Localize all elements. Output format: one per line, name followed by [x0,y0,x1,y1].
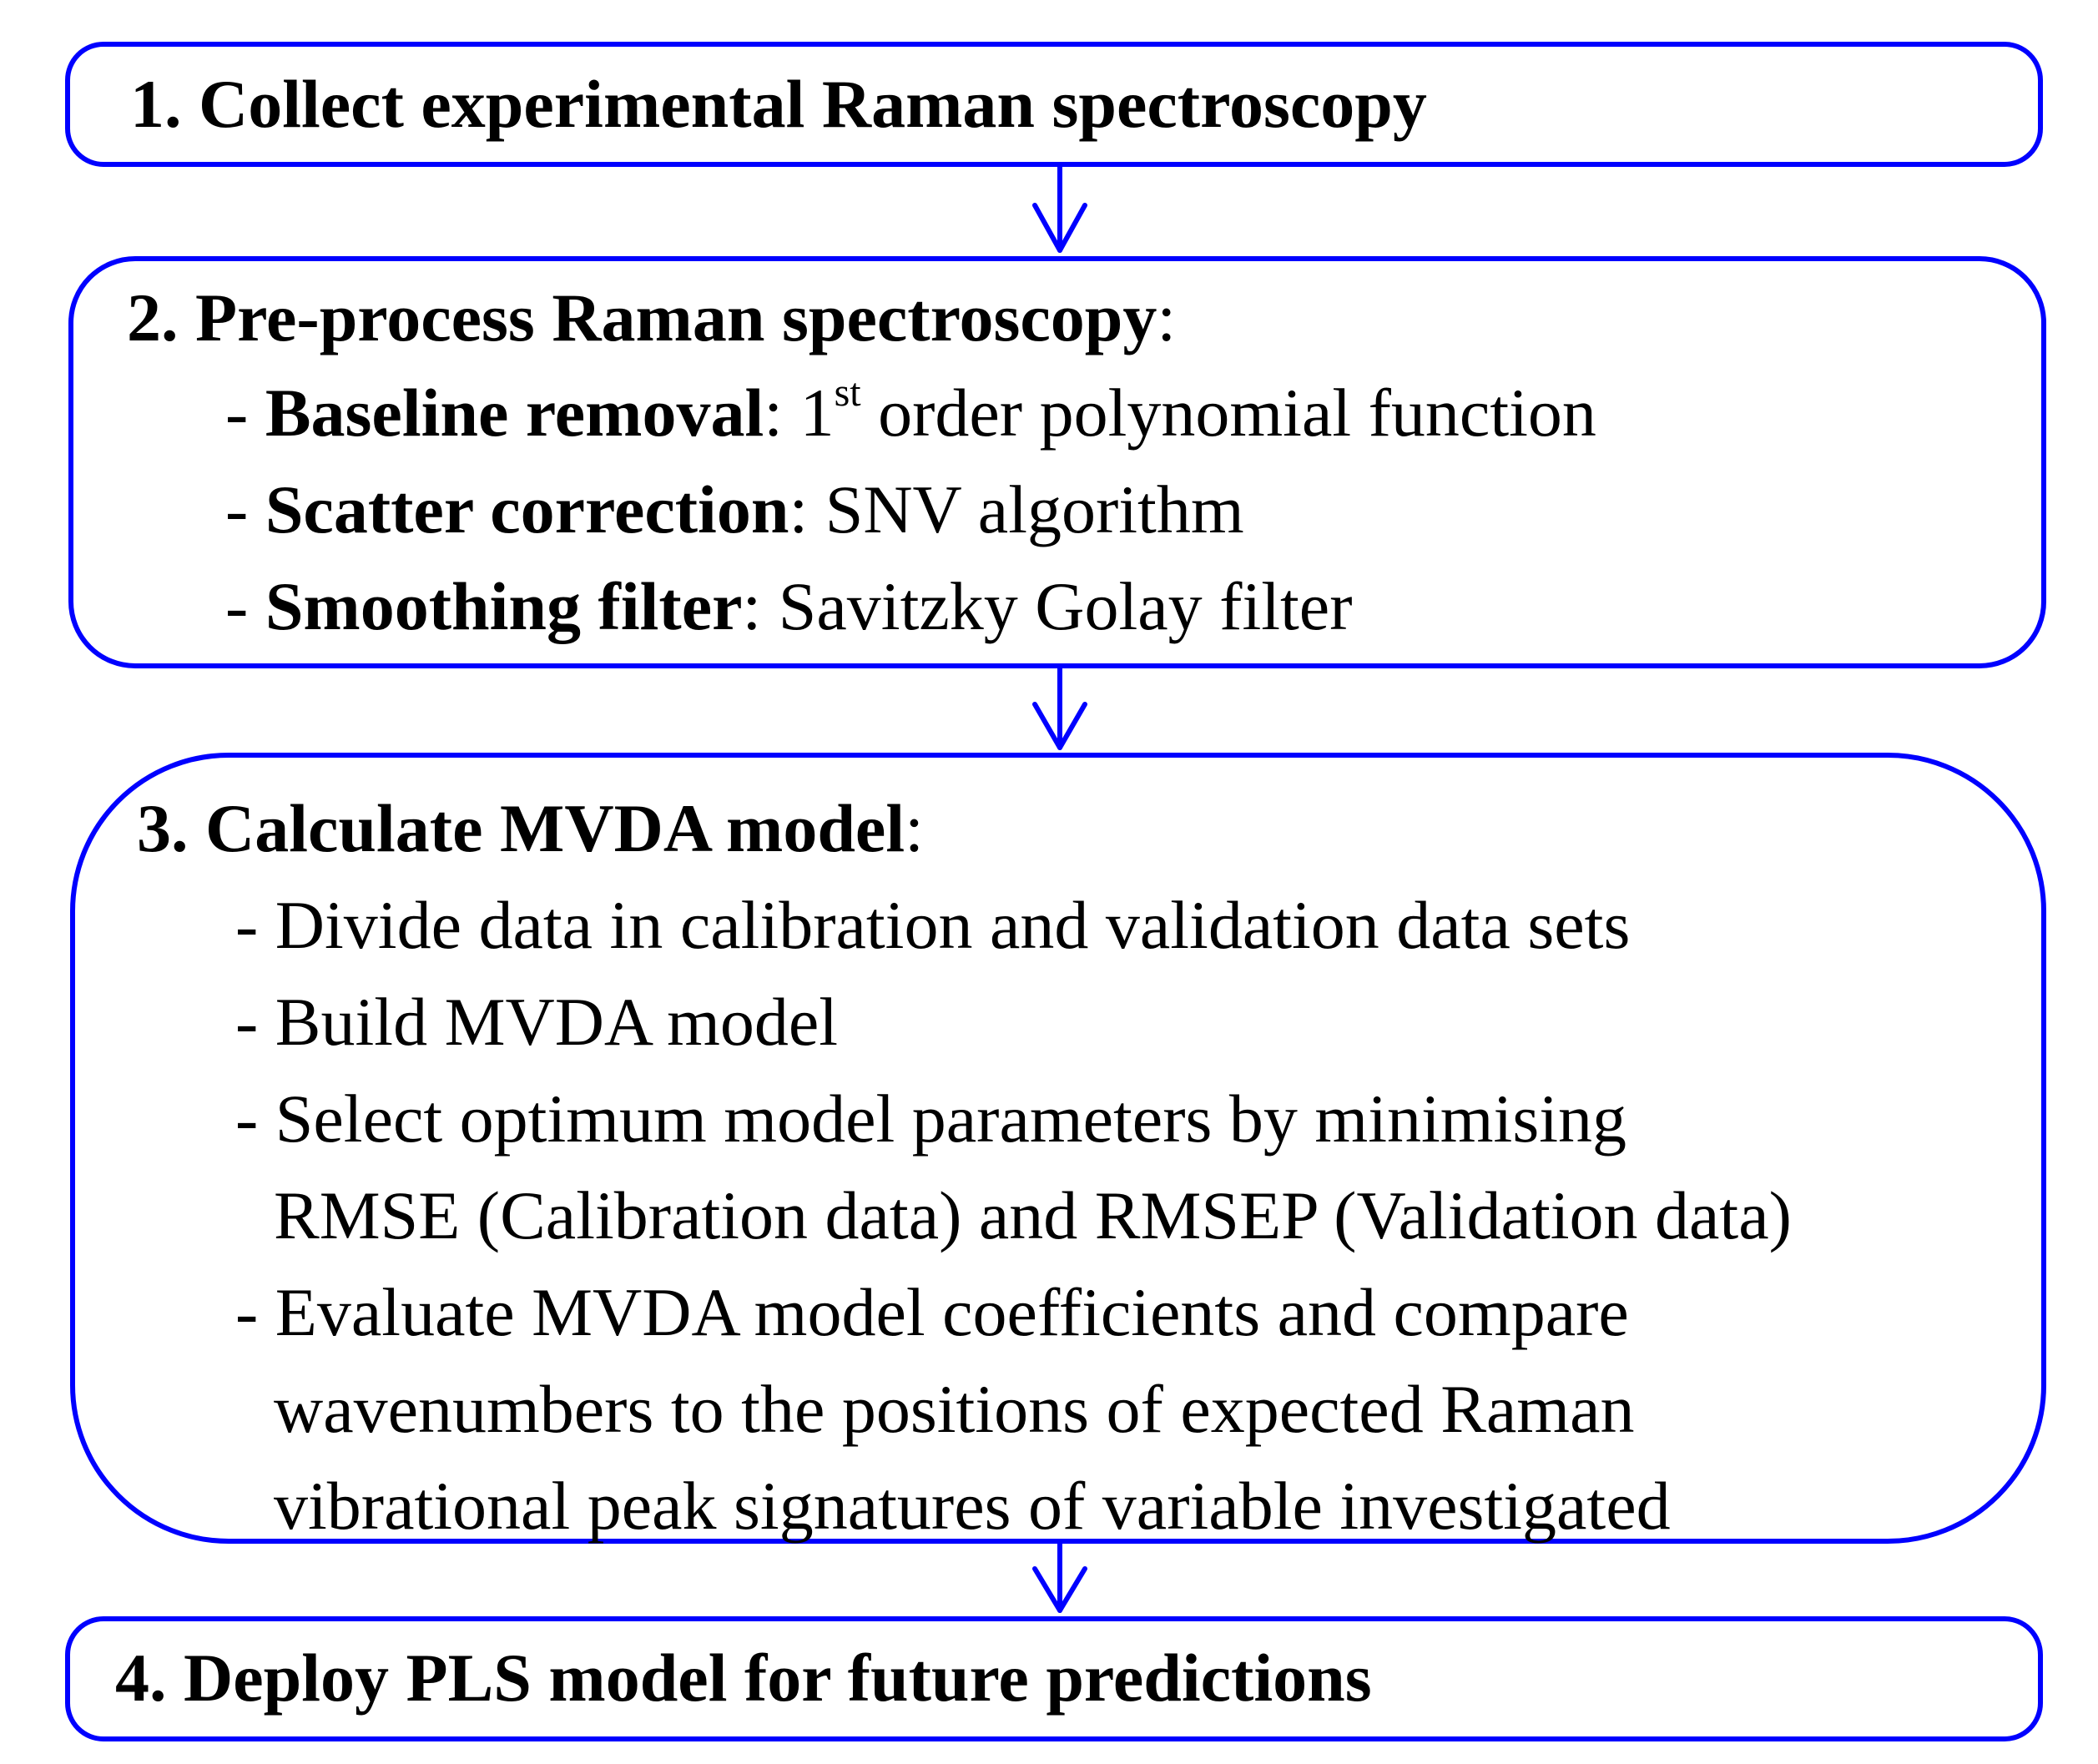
step-3-line-build: - Build MVDA model [235,984,839,1060]
arrow-1-to-2 [1032,164,1087,253]
item-value: Savitzky Golay filter [778,568,1353,644]
item-dash: - [225,471,265,547]
step-3-title-text: 3. Calculate MVDA model [137,790,905,866]
step-3-title: 3. Calculate MVDA model: [137,794,924,863]
step-4-box [65,1616,2043,1741]
step-3-title-colon: : [905,790,924,866]
item-dash: - [225,568,265,644]
arrow-3-to-4 [1032,1541,1087,1613]
item-separator: : [742,568,779,644]
item-dash: - [225,375,265,451]
step-2-item-smoothing: - Smoothing filter: Savitzky Golay filte… [225,572,1353,641]
step-3-line-select-cont: RMSE (Calibration data) and RMSEP (Valid… [274,1177,1792,1253]
step-1-box [65,42,2043,167]
step-2-title: 2. Pre-process Raman spectroscopy: [127,284,1176,352]
step-3-line-divide: - Divide data in calibration and validat… [235,887,1631,963]
item-separator: : [764,375,800,451]
step-3-line-evaluate-cont-2: vibrational peak signatures of variable … [274,1468,1671,1544]
step-2-item-baseline: - Baseline removal: 1st order polynomial… [225,373,1596,447]
step-2-title-text: 2. Pre-process Raman spectroscopy [127,280,1157,355]
step-2-item-scatter: - Scatter correction: SNV algorithm [225,476,1244,544]
item-value: SNV algorithm [825,471,1244,547]
item-value-number: 1 [799,375,835,451]
item-label: Scatter correction [265,471,789,547]
step-3-line-evaluate: - Evaluate MVDA model coefficients and c… [235,1274,1629,1350]
step-1-title: 1. Collect experimental Raman spectrosco… [130,66,1427,142]
item-label: Smoothing filter [265,568,743,644]
arrow-2-to-3 [1032,666,1087,750]
step-3-line-evaluate-cont-1: wavenumbers to the positions of expected… [274,1371,1635,1447]
item-separator: : [789,471,825,547]
item-value-superscript: st [834,370,861,415]
item-value-text: order polynomial function [860,375,1596,451]
step-3-box [70,753,2046,1544]
step-2-box [68,256,2046,668]
step-2-title-colon: : [1157,280,1177,355]
step-4-title: 4. Deploy PLS model for future predictio… [115,1640,1372,1716]
item-label: Baseline removal [265,375,764,451]
step-3-line-select: - Select optimum model parameters by min… [235,1081,1627,1157]
